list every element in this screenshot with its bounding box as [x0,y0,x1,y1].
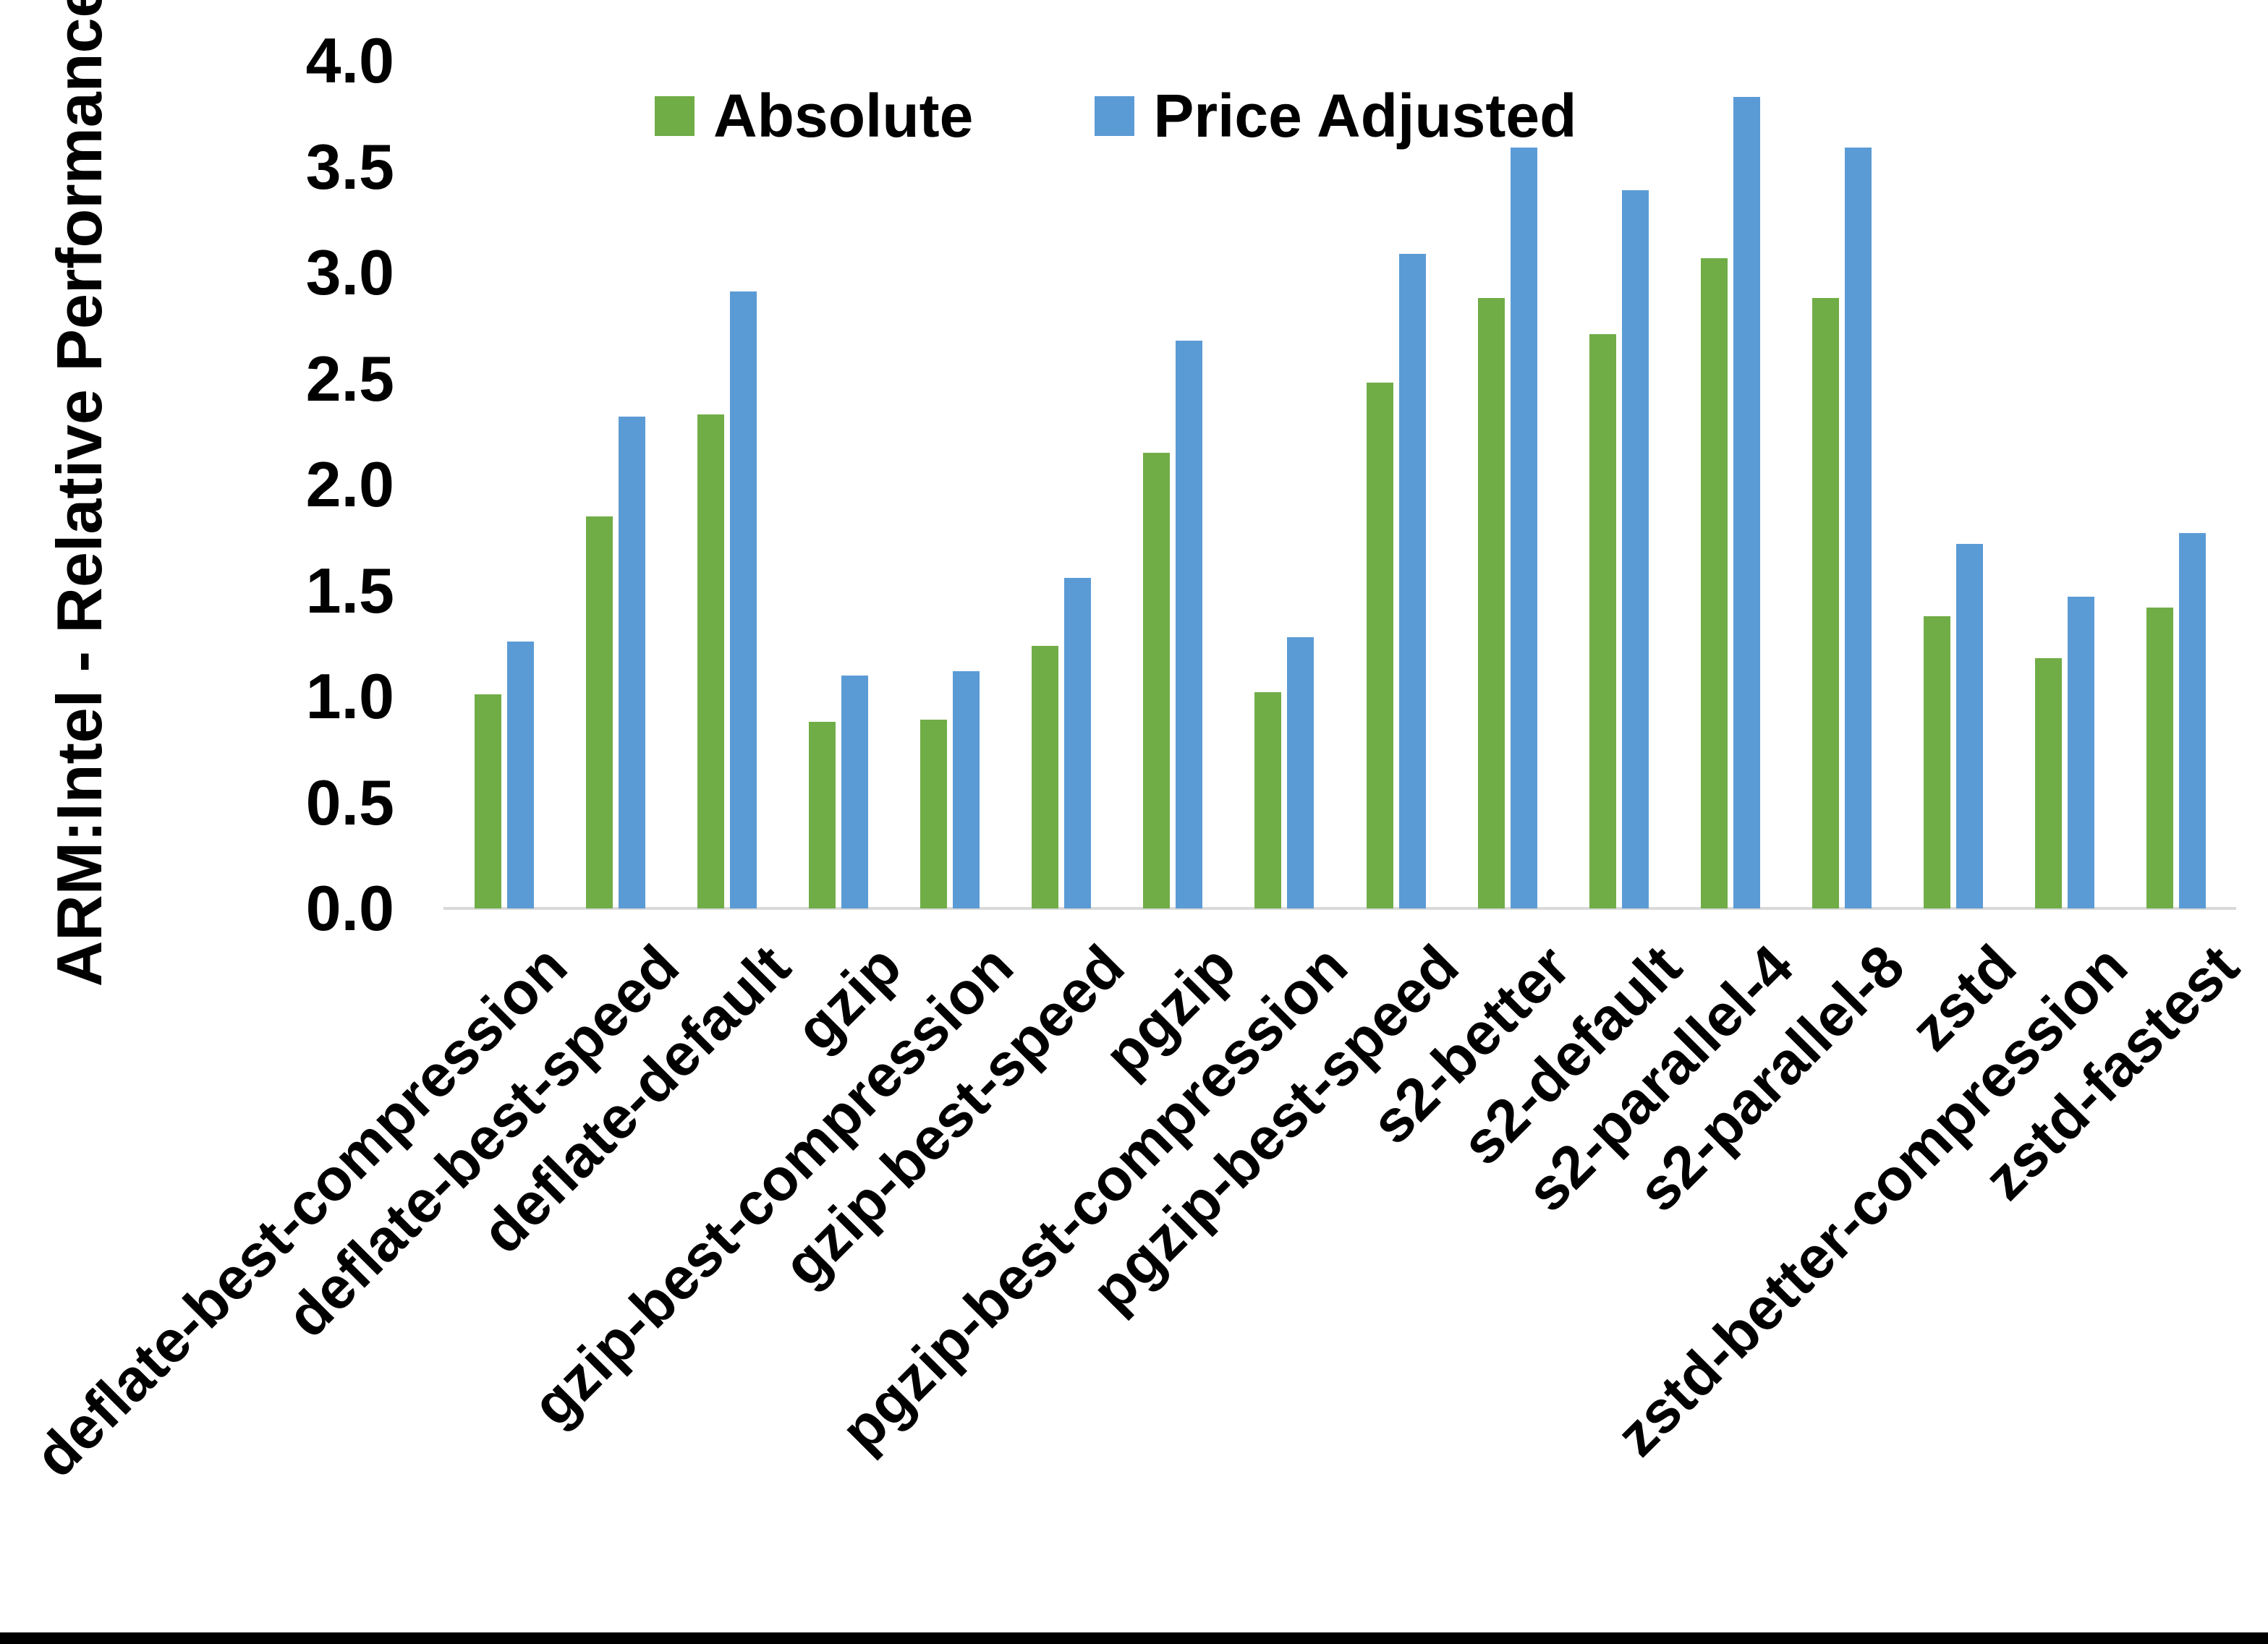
bar-price-adjusted-pgzip-best-speed [1398,253,1426,908]
bar-absolute-s2-parallel-4 [1700,257,1728,908]
bar-group-zstd-fastest [2120,61,2232,908]
legend-label-price-adjusted: Price Adjusted [1153,82,1577,150]
bar-price-adjusted-s2-better [1510,148,1537,908]
bar-price-adjusted-zstd-better-compression [2067,597,2094,908]
legend-swatch-price-adjusted [1095,95,1135,136]
plot-area [449,61,2232,908]
bar-group-gzip [783,61,894,908]
bar-group-deflate-default [671,61,783,908]
bar-price-adjusted-zstd-fastest [2178,533,2206,908]
y-tick-label-3.0: 3.0 [305,237,394,308]
bar-group-pgzip [1117,61,1228,908]
bar-absolute-gzip-best-speed [1032,645,1059,908]
bar-price-adjusted-gzip [841,675,869,908]
bar-price-adjusted-s2-parallel-4 [1733,96,1760,908]
y-tick-label-2.0: 2.0 [305,448,394,520]
bar-group-gzip-best-speed [1006,61,1117,908]
bar-price-adjusted-gzip-best-compression [953,670,980,908]
bar-absolute-gzip-best-compression [920,720,948,908]
y-axis-title: ARM:Intel - Relative Performance [43,0,115,987]
bar-absolute-s2-parallel-8 [1812,298,1839,908]
bar-absolute-zstd-fastest [2146,607,2173,908]
bar-group-pgzip-best-speed [1341,61,1452,908]
bar-absolute-zstd-better-compression [2034,658,2062,908]
bar-absolute-pgzip-best-speed [1366,383,1393,908]
bottom-border [0,1632,2268,1644]
bar-group-s2-parallel-8 [1786,61,1898,908]
bar-group-s2-default [1563,61,1675,908]
bar-group-pgzip-best-compression [1228,61,1340,908]
y-tick-label-2.5: 2.5 [305,342,394,414]
bar-absolute-deflate-best-speed [586,516,613,908]
y-tick-label-4.0: 4.0 [305,25,394,96]
bar-absolute-deflate-best-compression [475,694,502,908]
bar-absolute-gzip [809,722,836,908]
x-axis-line [443,907,2236,910]
bar-absolute-pgzip [1143,453,1171,908]
legend-label-absolute: Absolute [713,82,974,150]
bar-group-s2-parallel-4 [1675,61,1786,908]
y-tick-label-1.5: 1.5 [305,554,394,626]
bar-group-deflate-best-compression [449,61,560,908]
bar-price-adjusted-s2-parallel-8 [1844,148,1872,908]
bar-group-s2-better [1452,61,1563,908]
bar-absolute-s2-default [1589,333,1616,908]
bar-absolute-s2-better [1477,298,1505,908]
bar-group-gzip-best-compression [894,61,1006,908]
bar-price-adjusted-gzip-best-speed [1064,577,1092,908]
legend-item-absolute: Absolute [655,85,973,146]
legend: Absolute Price Adjusted [655,85,1576,146]
bar-absolute-deflate-default [697,414,725,908]
bar-price-adjusted-deflate-best-compression [507,641,535,908]
bar-group-zstd [1898,61,2009,908]
y-tick-label-0.5: 0.5 [305,766,394,838]
y-tick-label-1.0: 1.0 [305,660,394,732]
bar-group-zstd-better-compression [2009,61,2120,908]
legend-item-price-adjusted: Price Adjusted [1095,85,1576,146]
bar-price-adjusted-deflate-default [730,291,757,908]
bar-price-adjusted-pgzip-best-compression [1287,636,1314,908]
bar-group-deflate-best-speed [560,61,671,908]
bar-price-adjusted-deflate-best-speed [619,417,646,908]
bar-price-adjusted-pgzip [1176,340,1203,908]
bar-price-adjusted-zstd [1955,544,1983,908]
y-tick-label-0.0: 0.0 [305,872,394,944]
y-tick-label-3.5: 3.5 [305,130,394,203]
legend-swatch-absolute [655,95,695,136]
bar-absolute-pgzip-best-compression [1254,692,1282,908]
bar-price-adjusted-s2-default [1621,189,1649,908]
bar-absolute-zstd [1923,616,1950,908]
